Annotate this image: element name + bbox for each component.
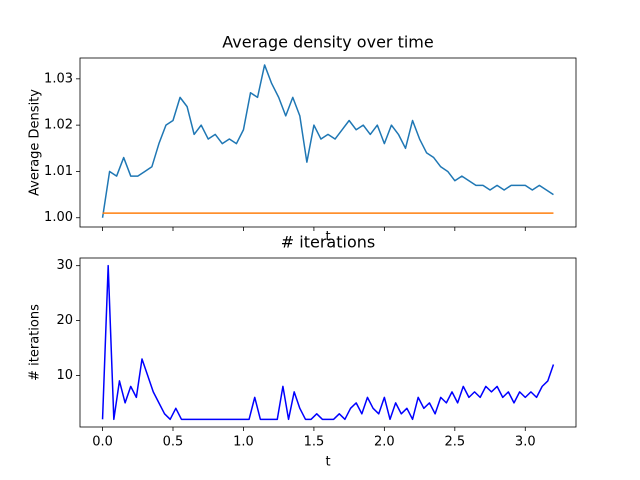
y-tick-label: 20 xyxy=(56,313,73,328)
x-tick-label: 1.5 xyxy=(304,435,325,450)
axes-frame xyxy=(79,257,577,428)
y-axis-label: # iterations xyxy=(28,304,43,381)
y-tick-label: 1.01 xyxy=(44,164,73,179)
series-line xyxy=(101,64,554,218)
y-tick-label: 1.00 xyxy=(44,210,73,225)
chart-title: # iterations xyxy=(281,233,375,252)
x-tick-label: 2.0 xyxy=(374,435,395,450)
x-axis-label: t xyxy=(325,455,330,470)
x-tick-label: 0.5 xyxy=(163,435,184,450)
chart-title: Average density over time xyxy=(222,33,433,52)
x-tick-label: 0.0 xyxy=(92,435,113,450)
x-tick-label: 3.0 xyxy=(515,435,536,450)
y-axis-label: Average Density xyxy=(28,89,43,196)
axes-frame xyxy=(79,57,577,228)
series-line xyxy=(101,264,555,421)
x-axis-label: t xyxy=(325,230,330,245)
y-tick-label: 30 xyxy=(56,258,73,273)
y-tick-label: 1.02 xyxy=(44,118,73,133)
x-tick-label: 1.0 xyxy=(233,435,254,450)
y-tick-label: 1.03 xyxy=(44,71,73,86)
x-tick-label: 2.5 xyxy=(444,435,465,450)
y-tick-label: 10 xyxy=(56,368,73,383)
